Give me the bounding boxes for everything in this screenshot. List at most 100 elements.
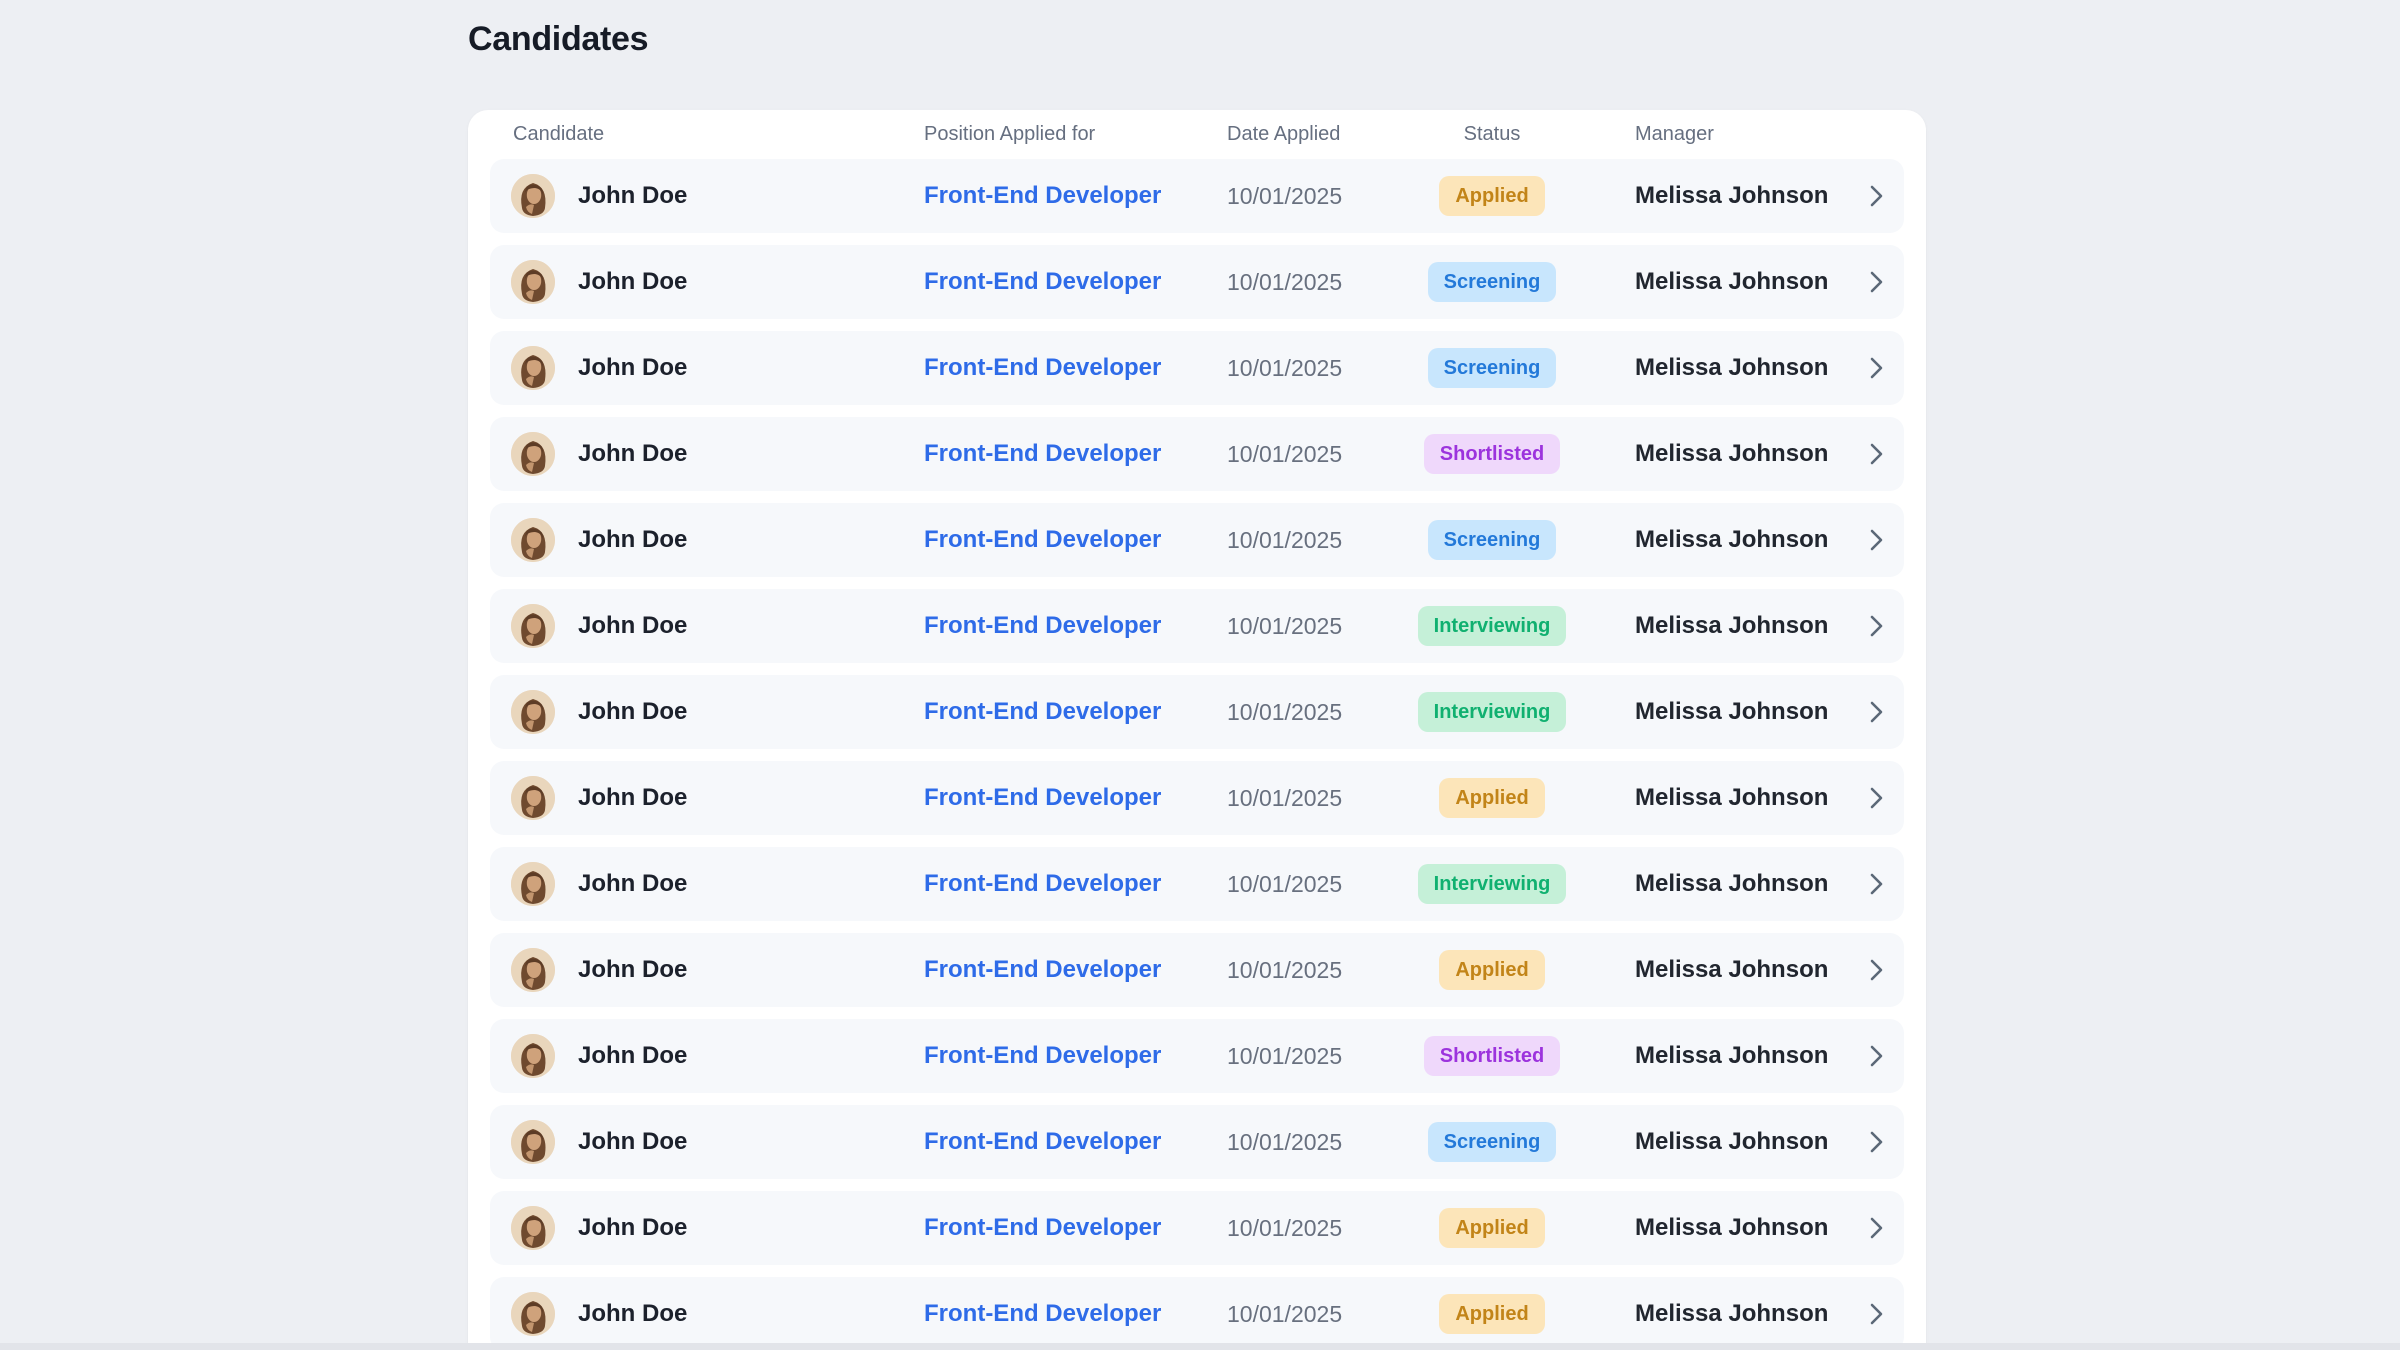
chevron-right-icon [1870, 959, 1882, 981]
row-open-button[interactable] [1858, 1105, 1894, 1179]
position-link[interactable]: Front-End Developer [924, 956, 1162, 983]
table-row[interactable]: John Doe Front-End Developer 10/01/2025 … [490, 675, 1904, 749]
status-badge: Screening [1427, 262, 1557, 302]
chevron-right-icon [1870, 701, 1882, 723]
avatar [511, 432, 555, 476]
chevron-right-icon [1870, 787, 1882, 809]
status-cell: Applied [1402, 933, 1582, 1007]
candidate-cell: John Doe [511, 159, 687, 233]
avatar [511, 174, 555, 218]
table-row[interactable]: John Doe Front-End Developer 10/01/2025 … [490, 847, 1904, 921]
status-badge: Interviewing [1417, 692, 1567, 732]
position-link[interactable]: Front-End Developer [924, 526, 1162, 553]
column-header-candidate: Candidate [513, 123, 605, 145]
status-badge: Applied [1439, 1294, 1545, 1334]
table-row[interactable]: John Doe Front-End Developer 10/01/2025 … [490, 331, 1904, 405]
manager-name: Melissa Johnson [1635, 1300, 1829, 1327]
table-row[interactable]: John Doe Front-End Developer 10/01/2025 … [490, 1019, 1904, 1093]
status-cell: Interviewing [1402, 675, 1582, 749]
candidate-cell: John Doe [511, 503, 687, 577]
row-open-button[interactable] [1858, 331, 1894, 405]
candidate-cell: John Doe [511, 1191, 687, 1265]
position-link[interactable]: Front-End Developer [924, 1300, 1162, 1327]
candidate-cell: John Doe [511, 331, 687, 405]
avatar [511, 862, 555, 906]
manager-name: Melissa Johnson [1635, 1214, 1829, 1241]
row-open-button[interactable] [1858, 589, 1894, 663]
status-badge: Applied [1439, 950, 1545, 990]
position-link[interactable]: Front-End Developer [924, 784, 1162, 811]
row-open-button[interactable] [1858, 1191, 1894, 1265]
date-applied: 10/01/2025 [1227, 612, 1343, 639]
table-row[interactable]: John Doe Front-End Developer 10/01/2025 … [490, 503, 1904, 577]
position-link[interactable]: Front-End Developer [924, 870, 1162, 897]
row-open-button[interactable] [1858, 847, 1894, 921]
manager-name: Melissa Johnson [1635, 784, 1829, 811]
status-cell: Screening [1402, 245, 1582, 319]
avatar [511, 518, 555, 562]
manager-name: Melissa Johnson [1635, 526, 1829, 553]
row-open-button[interactable] [1858, 245, 1894, 319]
position-link[interactable]: Front-End Developer [924, 354, 1162, 381]
candidate-cell: John Doe [511, 245, 687, 319]
table-row[interactable]: John Doe Front-End Developer 10/01/2025 … [490, 417, 1904, 491]
table-row[interactable]: John Doe Front-End Developer 10/01/2025 … [490, 1105, 1904, 1179]
table-row[interactable]: John Doe Front-End Developer 10/01/2025 … [490, 1277, 1904, 1350]
manager-name: Melissa Johnson [1635, 182, 1829, 209]
table-row[interactable]: John Doe Front-End Developer 10/01/2025 … [490, 761, 1904, 835]
date-applied: 10/01/2025 [1227, 440, 1343, 467]
row-open-button[interactable] [1858, 761, 1894, 835]
date-applied: 10/01/2025 [1227, 182, 1343, 209]
position-link[interactable]: Front-End Developer [924, 612, 1162, 639]
candidate-cell: John Doe [511, 847, 687, 921]
status-badge: Shortlisted [1423, 1036, 1561, 1076]
position-link[interactable]: Front-End Developer [924, 1214, 1162, 1241]
position-link[interactable]: Front-End Developer [924, 1128, 1162, 1155]
position-link[interactable]: Front-End Developer [924, 698, 1162, 725]
row-open-button[interactable] [1858, 675, 1894, 749]
chevron-right-icon [1870, 185, 1882, 207]
date-applied: 10/01/2025 [1227, 870, 1343, 897]
row-open-button[interactable] [1858, 1277, 1894, 1350]
date-applied: 10/01/2025 [1227, 526, 1343, 553]
table-row[interactable]: John Doe Front-End Developer 10/01/2025 … [490, 245, 1904, 319]
avatar [511, 1292, 555, 1336]
chevron-right-icon [1870, 1131, 1882, 1153]
candidate-name: John Doe [578, 784, 688, 811]
table-row[interactable]: John Doe Front-End Developer 10/01/2025 … [490, 159, 1904, 233]
position-link[interactable]: Front-End Developer [924, 440, 1162, 467]
position-link[interactable]: Front-End Developer [924, 268, 1162, 295]
row-open-button[interactable] [1858, 159, 1894, 233]
column-header-manager: Manager [1635, 123, 1714, 145]
date-applied: 10/01/2025 [1227, 956, 1343, 983]
chevron-right-icon [1870, 443, 1882, 465]
status-badge: Screening [1427, 348, 1557, 388]
status-cell: Applied [1402, 159, 1582, 233]
candidate-name: John Doe [578, 1042, 688, 1069]
candidates-table-card: Candidate Position Applied for Date Appl… [468, 110, 1926, 1350]
avatar [511, 1120, 555, 1164]
position-link[interactable]: Front-End Developer [924, 182, 1162, 209]
status-badge: Interviewing [1417, 864, 1567, 904]
date-applied: 10/01/2025 [1227, 1042, 1343, 1069]
row-open-button[interactable] [1858, 417, 1894, 491]
table-row[interactable]: John Doe Front-End Developer 10/01/2025 … [490, 933, 1904, 1007]
row-open-button[interactable] [1858, 1019, 1894, 1093]
avatar [511, 346, 555, 390]
position-link[interactable]: Front-End Developer [924, 1042, 1162, 1069]
status-badge: Applied [1439, 1208, 1545, 1248]
status-cell: Applied [1402, 761, 1582, 835]
date-applied: 10/01/2025 [1227, 1300, 1343, 1327]
candidate-cell: John Doe [511, 1019, 687, 1093]
row-open-button[interactable] [1858, 933, 1894, 1007]
candidate-name: John Doe [578, 526, 688, 553]
table-row[interactable]: John Doe Front-End Developer 10/01/2025 … [490, 589, 1904, 663]
avatar [511, 260, 555, 304]
candidate-name: John Doe [578, 612, 688, 639]
chevron-right-icon [1870, 873, 1882, 895]
table-row[interactable]: John Doe Front-End Developer 10/01/2025 … [490, 1191, 1904, 1265]
manager-name: Melissa Johnson [1635, 354, 1829, 381]
row-open-button[interactable] [1858, 503, 1894, 577]
table-header: Candidate Position Applied for Date Appl… [490, 110, 1904, 159]
status-cell: Screening [1402, 503, 1582, 577]
